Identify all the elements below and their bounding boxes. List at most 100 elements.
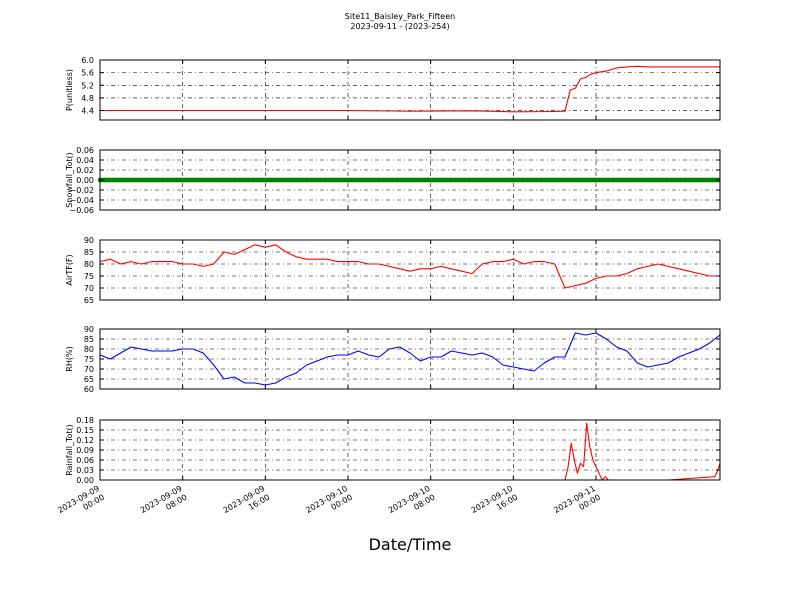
series-line (99, 244, 720, 289)
data-marker (705, 177, 710, 183)
x-tick-label: 2023-09-0908:00 (139, 484, 189, 524)
y-tick-label: 0.00 (76, 176, 94, 185)
y-tick-label: 70 (84, 284, 94, 293)
data-marker (115, 177, 121, 183)
data-marker (385, 177, 391, 183)
data-marker (336, 177, 341, 183)
data-marker (511, 177, 517, 183)
data-marker (165, 177, 170, 183)
data-marker (322, 177, 328, 183)
data-marker (408, 177, 413, 183)
x-tick-label: 2023-09-1008:00 (387, 484, 437, 524)
data-marker (232, 177, 238, 183)
subplot-3: 65 70 75 80 85 90 AirTF(F) (65, 236, 721, 305)
data-marker (498, 177, 503, 183)
y-tick-label: 0.18 (76, 416, 94, 425)
data-marker (381, 177, 386, 183)
series-line (100, 65, 720, 113)
data-marker (696, 177, 701, 183)
axes-frame (99, 239, 721, 301)
data-marker (574, 177, 580, 183)
data-marker (273, 177, 278, 183)
data-marker (331, 177, 337, 183)
data-marker (183, 177, 188, 183)
data-marker (142, 177, 148, 183)
data-marker (570, 177, 575, 183)
data-marker (309, 177, 314, 183)
data-marker (547, 177, 553, 183)
y-axis-label: Rainfall_Tot() (65, 424, 74, 476)
data-marker (394, 177, 400, 183)
data-marker (435, 177, 440, 183)
data-marker (601, 177, 607, 183)
data-marker (637, 177, 643, 183)
y-tick-label: 0.12 (76, 436, 94, 445)
y-tick-label: 70 (84, 365, 94, 374)
subplots: 4.4 4.8 5.2 5.6 6.0 P(unitless) −0.06−0.04−0.0… (56, 56, 721, 524)
data-marker (579, 177, 584, 183)
chart-title: Site11_Baisley_Park_Fifteen (345, 12, 455, 21)
data-marker (597, 177, 602, 183)
x-tick-label: 2023-09-0900:00 (56, 484, 106, 524)
data-marker (138, 177, 143, 183)
data-marker (462, 177, 467, 183)
data-marker (255, 177, 260, 183)
y-axis-label: Snowfall_Tot() (65, 152, 74, 208)
y-axis-label: AirTF(F) (65, 254, 74, 285)
data-marker (565, 177, 571, 183)
data-marker (453, 177, 458, 183)
data-marker (700, 177, 706, 183)
data-marker (349, 177, 355, 183)
axes-frame (99, 59, 721, 121)
data-marker (219, 177, 224, 183)
data-marker (525, 177, 530, 183)
data-marker (286, 177, 292, 183)
data-marker (538, 177, 544, 183)
data-marker (250, 177, 256, 183)
y-tick-label: 5.2 (81, 81, 94, 90)
data-marker (120, 177, 125, 183)
data-marker (439, 177, 445, 183)
data-marker (529, 177, 535, 183)
y-tick-label: 85 (84, 248, 94, 257)
data-marker (367, 177, 373, 183)
data-marker (561, 177, 566, 183)
data-marker (318, 177, 323, 183)
data-marker (354, 177, 359, 183)
data-marker (412, 177, 418, 183)
data-marker (264, 177, 269, 183)
y-tick-label: 0.04 (76, 156, 94, 165)
data-marker (372, 177, 377, 183)
data-marker (313, 177, 319, 183)
data-marker (363, 177, 368, 183)
data-marker (345, 177, 350, 183)
data-marker (124, 177, 130, 183)
data-marker (682, 177, 688, 183)
data-marker (615, 177, 620, 183)
data-marker (646, 177, 652, 183)
data-marker (133, 177, 139, 183)
data-marker (502, 177, 508, 183)
data-marker (448, 177, 454, 183)
data-marker (444, 177, 449, 183)
data-marker (543, 177, 548, 183)
data-marker (417, 177, 422, 183)
y-tick-label: 90 (84, 236, 94, 245)
data-marker (610, 177, 616, 183)
data-marker (223, 177, 229, 183)
data-marker (642, 177, 647, 183)
subplot-2: −0.06−0.04−0.020.000.020.040.06Snowfall_… (65, 146, 721, 215)
x-tick-label: 2023-09-1000:00 (304, 484, 354, 524)
series-line (99, 332, 721, 386)
data-marker (691, 177, 697, 183)
data-marker (624, 177, 629, 183)
y-tick-label: 85 (84, 335, 94, 344)
data-marker (426, 177, 431, 183)
y-tick-label: −0.02 (69, 186, 94, 195)
subplot-1: 4.4 4.8 5.2 5.6 6.0 P(unitless) (65, 56, 721, 121)
data-marker (520, 177, 526, 183)
data-marker (187, 177, 193, 183)
y-tick-label: 75 (84, 272, 94, 281)
data-marker (196, 177, 202, 183)
